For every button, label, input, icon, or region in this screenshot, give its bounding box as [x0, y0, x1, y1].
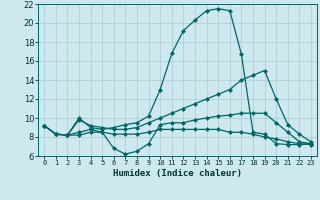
X-axis label: Humidex (Indice chaleur): Humidex (Indice chaleur) [113, 169, 242, 178]
